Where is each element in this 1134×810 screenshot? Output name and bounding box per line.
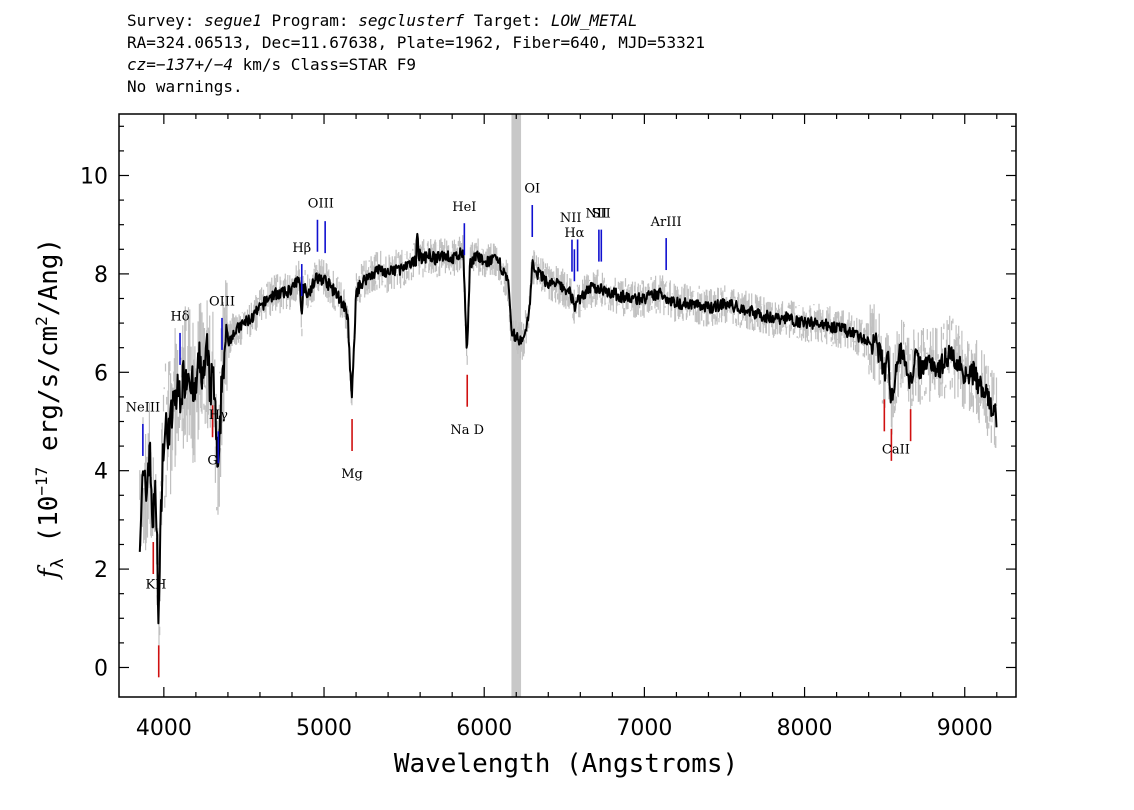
header-line-warnings: No warnings. <box>127 77 243 96</box>
spectral-line-label: OIII <box>308 196 334 211</box>
survey-value: segue1 <box>204 11 262 30</box>
y-axis-label-exp2: 2 <box>32 316 51 326</box>
cz-unit-class: km/s Class=STAR F9 <box>232 55 416 74</box>
x-tick-label: 4000 <box>136 716 192 741</box>
x-tick-label: 6000 <box>456 716 512 741</box>
spectral-line-label: Hδ <box>170 310 189 325</box>
header-line-coordinates: RA=324.06513, Dec=11.67638, Plate=1962, … <box>127 33 705 52</box>
grey-band-layer <box>511 114 522 697</box>
spectral-line-label: HeI <box>452 200 476 215</box>
x-tick-label: 8000 <box>777 716 833 741</box>
y-axis-label-sub: λ <box>48 558 68 568</box>
program-label: Program: <box>261 11 359 30</box>
spectrum-header: Survey: segue1 Program: segclusterf Targ… <box>127 10 705 98</box>
x-tick-label: 7000 <box>616 716 672 741</box>
x-tick-label: 5000 <box>296 716 352 741</box>
error-envelope <box>139 234 998 655</box>
spectral-line-label: NII <box>586 206 608 221</box>
x-tick-label: 9000 <box>937 716 993 741</box>
y-tick-label: 6 <box>94 361 108 386</box>
spectral-line-label: Na D <box>450 423 484 438</box>
spectral-line-label: CaII <box>882 443 910 458</box>
spectral-line-label: NII <box>560 211 582 226</box>
y-axis-label-pre: (10 <box>34 496 64 559</box>
spectral-line-label: Hα <box>564 226 584 241</box>
cz-label: cz= <box>127 55 156 74</box>
program-value: segclusterf <box>358 11 465 30</box>
y-axis-label-tail: /Ang) <box>34 238 64 316</box>
y-axis-label: fλ (10−17 erg/s/cm2/Ang) <box>32 238 68 580</box>
spectral-line-label: KH <box>145 577 166 592</box>
spectral-line-label: OIII <box>209 295 235 310</box>
spectral-line-label: SII <box>592 206 611 221</box>
y-tick-label: 0 <box>94 656 108 681</box>
target-value: LOW_METAL <box>550 11 638 30</box>
masked-band <box>511 114 522 697</box>
spectral-line-label: Mg <box>341 467 363 482</box>
survey-label: Survey: <box>127 11 205 30</box>
header-line-survey: Survey: segue1 Program: segclusterf Targ… <box>127 10 705 32</box>
error-envelope-layer <box>139 234 998 655</box>
header-line-redshift: cz=−137+/−4 km/s Class=STAR F9 <box>127 54 705 76</box>
cz-value: −137+/−4 <box>155 55 233 74</box>
plot-frame <box>118 113 1017 698</box>
spectral-line-label: NeIII <box>126 401 160 416</box>
spectrum-line <box>138 232 998 625</box>
x-axis-label: Wavelength (Angstroms) <box>394 749 738 779</box>
spectral-line-label: OI <box>524 182 540 197</box>
y-tick-label: 2 <box>94 558 108 583</box>
x-axis-ticks: 4000 5000 6000 7000 8000 9000 <box>136 114 998 741</box>
spectral-line-label: G <box>207 453 217 468</box>
y-tick-label: 8 <box>94 263 108 288</box>
spectrum-series-layer <box>138 232 998 625</box>
y-tick-label: 10 <box>80 164 108 189</box>
spectral-line-label: Hγ <box>209 408 228 423</box>
y-axis-label-post: erg/s/cm <box>34 326 64 467</box>
spectral-line-label: Hβ <box>292 241 311 256</box>
target-label: Target: <box>464 11 551 30</box>
spectral-line-label: ArIII <box>650 215 682 230</box>
y-axis-ticks: 0 2 4 6 8 10 <box>80 125 1016 681</box>
y-axis-label-exp: −17 <box>32 467 51 496</box>
line-markers-layer <box>142 205 912 678</box>
y-tick-label: 4 <box>94 460 108 485</box>
